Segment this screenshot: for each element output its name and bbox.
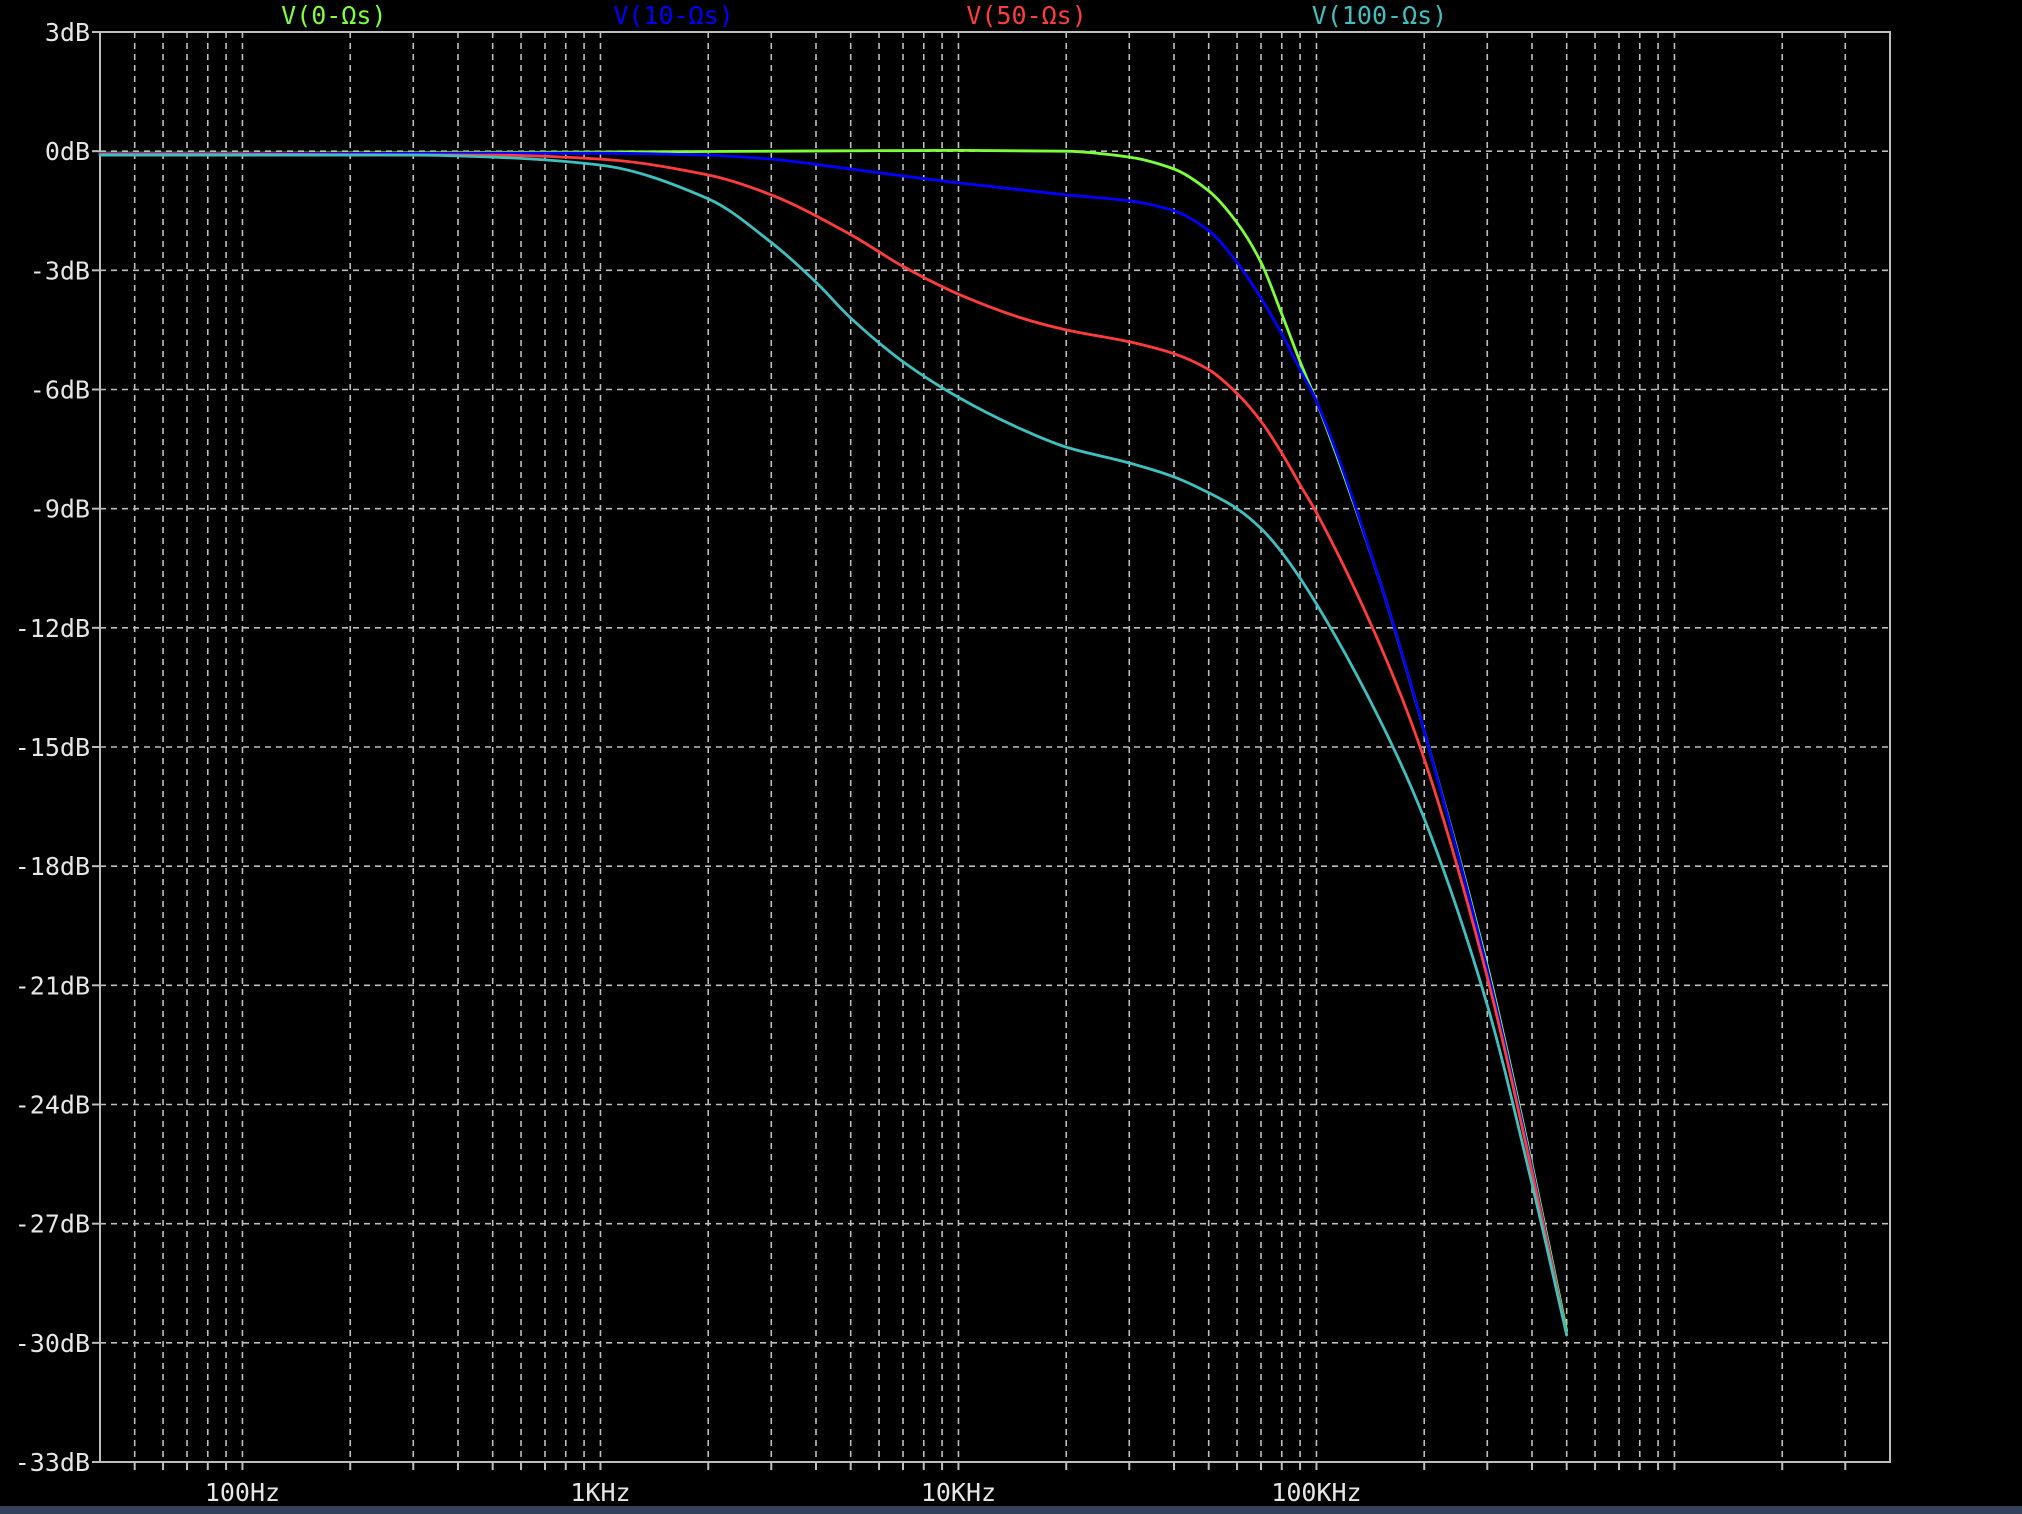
x-tick-label: 10KHz (921, 1478, 996, 1507)
y-tick-label: -33dB (15, 1448, 90, 1477)
grid (100, 32, 1890, 1462)
y-tick-label: -21dB (15, 971, 90, 1000)
y-tick-label: -6dB (30, 376, 90, 405)
x-tick-label: 100Hz (205, 1478, 280, 1507)
series-line-0 (98, 149, 1569, 1333)
legend: V(0-Ωs) V(10-Ωs) V(50-Ωs) V(100-Ωs) (281, 1, 1447, 30)
series-line-1 (98, 151, 1569, 1337)
window-bottom-edge (0, 1506, 2022, 1514)
y-tick-label: -12dB (15, 614, 90, 643)
y-tick-label: -24dB (15, 1091, 90, 1120)
x-tick-label: 1KHz (570, 1478, 630, 1507)
y-tick-label: -15dB (15, 733, 90, 762)
legend-label-1[interactable]: V(10-Ωs) (613, 1, 733, 30)
y-tick-label: -3dB (30, 256, 90, 285)
y-tick-label: -27dB (15, 1210, 90, 1239)
series-line-2 (98, 152, 1569, 1337)
y-tick-label: -9dB (30, 495, 90, 524)
legend-label-2[interactable]: V(50-Ωs) (966, 1, 1086, 30)
legend-label-0[interactable]: V(0-Ωs) (281, 1, 386, 30)
y-tick-label: 0dB (45, 137, 90, 166)
axis-ticks: 3dB 0dB -3dB -6dB -9dB -12dB -15dB -18dB -21dB -2… (15, 18, 1847, 1507)
y-tick-label: -18dB (15, 852, 90, 881)
series-line-3 (98, 153, 1569, 1337)
y-tick-label: -30dB (15, 1329, 90, 1358)
series-lines (98, 149, 1569, 1337)
x-tick-label: 100KHz (1271, 1478, 1361, 1507)
legend-label-3[interactable]: V(100-Ωs) (1312, 1, 1447, 30)
y-tick-label: 3dB (45, 18, 90, 47)
